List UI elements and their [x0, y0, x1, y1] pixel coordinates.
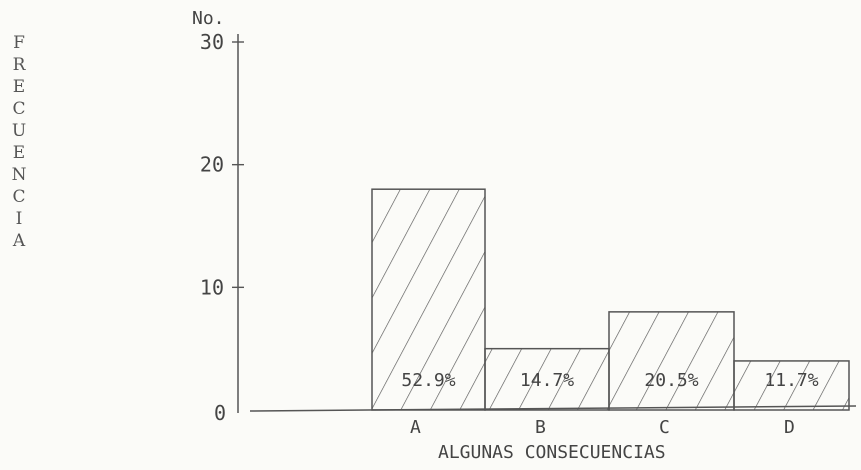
y-axis-label-letter: C: [12, 99, 26, 119]
y-axis-label-letter: N: [11, 165, 27, 185]
data-label-d: 11.7%: [764, 370, 818, 391]
y-axis-label-letter: F: [13, 33, 25, 53]
x-category-label-d: D: [784, 417, 795, 438]
x-category-label-a: A: [410, 417, 421, 438]
x-axis-line: [249, 405, 857, 412]
x-category-label-c: C: [659, 417, 670, 438]
y-unit-label: No.: [192, 8, 225, 29]
x-category-label-b: B: [535, 417, 546, 438]
data-label-b: 14.7%: [520, 370, 574, 391]
y-axis-label-letter: C: [12, 187, 26, 207]
y-axis-label-letter: E: [12, 77, 26, 97]
bar-a: [371, 188, 486, 411]
y-axis-label-letter: A: [12, 231, 26, 251]
y-axis-label-letter: R: [12, 55, 26, 75]
y-axis-label-letter: I: [15, 209, 23, 229]
y-tick-label: 20: [200, 153, 224, 177]
x-axis-label: ALGUNAS CONSECUENCIAS: [438, 442, 666, 463]
y-axis-label-letter: U: [11, 121, 27, 141]
bar-c: [608, 311, 735, 411]
y-axis-label-letter: E: [12, 143, 26, 163]
data-label-a: 52.9%: [401, 370, 455, 391]
y-tick-label: 10: [200, 275, 224, 299]
bar-d: [733, 360, 850, 411]
data-label-c: 20.5%: [644, 370, 698, 391]
y-tick-label: 0: [214, 401, 226, 425]
y-tick-label: 30: [200, 30, 224, 54]
